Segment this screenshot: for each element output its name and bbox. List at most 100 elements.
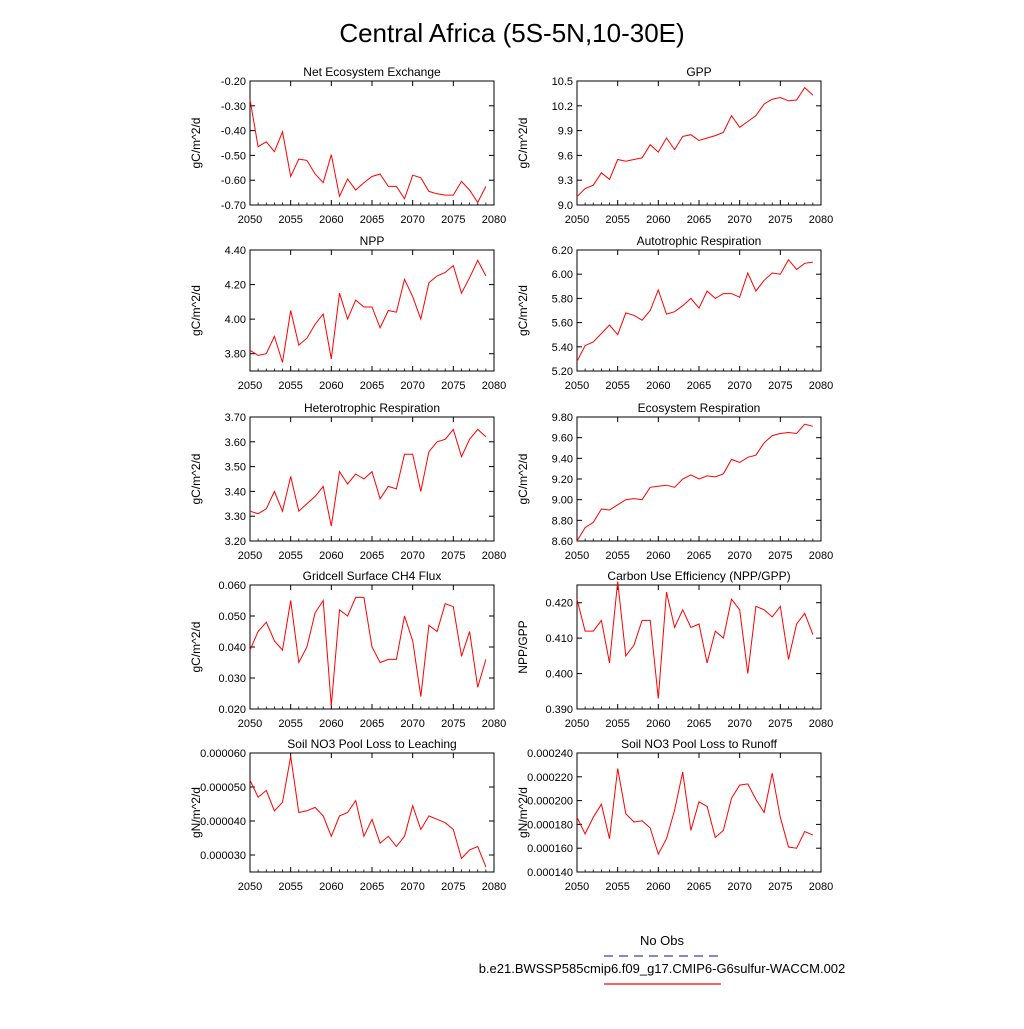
y-axis-label: gC/m^2/d bbox=[516, 454, 530, 505]
y-tick-label: 0.000220 bbox=[527, 772, 573, 784]
x-tick-label: 2050 bbox=[565, 550, 589, 562]
x-tick-label: 2050 bbox=[238, 380, 262, 392]
y-axis-label: NPP/GPP bbox=[516, 620, 530, 673]
legend: No Obs b.e21.BWSSP585cmip6.f09_g17.CMIP6… bbox=[479, 933, 846, 985]
series-line bbox=[249, 756, 487, 868]
panel-2: NPP gC/m^2/d 2050 2055 2060 2065 2070 2075 2080 3… bbox=[189, 234, 506, 392]
y-tick-label: 0.400 bbox=[545, 669, 573, 681]
y-axis-label: gC/m^2/d bbox=[189, 118, 203, 169]
panel-0: Net Ecosystem Exchange gC/m^2/d 2050 2055 20… bbox=[189, 65, 506, 226]
y-tick-label: 0.030 bbox=[218, 673, 246, 685]
legend-obs-label: No Obs bbox=[640, 933, 685, 948]
x-tick-label: 2070 bbox=[400, 214, 424, 226]
y-axis-label: gC/m^2/d bbox=[516, 285, 530, 336]
series-line bbox=[249, 99, 487, 204]
x-tick-label: 2060 bbox=[646, 718, 670, 730]
plot-frame bbox=[249, 752, 495, 873]
y-tick-label: 0.000040 bbox=[200, 816, 246, 828]
y-tick-label: 5.20 bbox=[552, 366, 573, 378]
y-tick-label: 0.000140 bbox=[527, 867, 573, 879]
y-tick-label: 4.40 bbox=[225, 245, 246, 257]
x-tick-label: 2060 bbox=[646, 550, 670, 562]
x-tick-label: 2075 bbox=[441, 214, 465, 226]
series-line bbox=[576, 581, 814, 699]
panel-title: GPP bbox=[686, 65, 711, 79]
x-tick-label: 2050 bbox=[565, 718, 589, 730]
y-axis-label: gN/m^2/d bbox=[189, 787, 203, 838]
plot-frame bbox=[249, 249, 495, 372]
panel-title: Heterotrophic Respiration bbox=[304, 401, 440, 415]
x-tick-label: 2065 bbox=[360, 214, 384, 226]
x-tick-label: 2080 bbox=[809, 718, 833, 730]
x-tick-label: 2080 bbox=[482, 550, 506, 562]
y-tick-label: 0.000240 bbox=[527, 748, 573, 760]
y-tick-label: -0.50 bbox=[221, 150, 246, 162]
y-tick-label: 9.6 bbox=[558, 150, 573, 162]
y-tick-label: 5.80 bbox=[552, 293, 573, 305]
y-tick-label: -0.70 bbox=[221, 200, 246, 212]
x-tick-label: 2060 bbox=[319, 214, 343, 226]
y-tick-label: 0.390 bbox=[545, 704, 573, 716]
y-axis-label: gN/m^2/d bbox=[516, 787, 530, 838]
x-tick-label: 2080 bbox=[482, 881, 506, 893]
x-tick-label: 2055 bbox=[605, 550, 629, 562]
x-tick-label: 2075 bbox=[441, 380, 465, 392]
x-tick-label: 2080 bbox=[482, 380, 506, 392]
x-tick-label: 2065 bbox=[687, 718, 711, 730]
x-tick-label: 2080 bbox=[482, 718, 506, 730]
plot-frame bbox=[576, 249, 822, 372]
y-tick-label: 3.50 bbox=[225, 462, 246, 474]
y-tick-label: 5.60 bbox=[552, 318, 573, 330]
x-tick-label: 2065 bbox=[360, 550, 384, 562]
series-line bbox=[249, 259, 487, 363]
series-line bbox=[576, 423, 814, 542]
y-axis-label: gC/m^2/d bbox=[189, 285, 203, 336]
y-axis-label: gC/m^2/d bbox=[189, 622, 203, 673]
y-tick-label: 10.2 bbox=[552, 101, 573, 113]
x-tick-label: 2070 bbox=[727, 380, 751, 392]
x-tick-label: 2060 bbox=[646, 380, 670, 392]
y-tick-label: 6.00 bbox=[552, 269, 573, 281]
panel-5: Ecosystem Respiration gC/m^2/d 2050 2055 206… bbox=[516, 401, 833, 562]
x-tick-label: 2055 bbox=[605, 214, 629, 226]
x-tick-label: 2065 bbox=[360, 881, 384, 893]
y-tick-label: 9.9 bbox=[558, 126, 573, 138]
x-tick-label: 2075 bbox=[441, 881, 465, 893]
x-tick-label: 2070 bbox=[400, 380, 424, 392]
y-tick-label: 0.040 bbox=[218, 642, 246, 654]
x-tick-label: 2050 bbox=[565, 380, 589, 392]
panel-8: Soil NO3 Pool Loss to Leaching gN/m^2/d 20… bbox=[189, 737, 506, 893]
y-tick-label: 9.00 bbox=[552, 495, 573, 507]
y-tick-label: 3.70 bbox=[225, 412, 246, 424]
x-tick-label: 2070 bbox=[727, 881, 751, 893]
x-tick-label: 2055 bbox=[278, 214, 302, 226]
plot-frame bbox=[249, 416, 495, 542]
panel-3: Autotrophic Respiration gC/m^2/d 2050 2055 2… bbox=[516, 234, 833, 392]
panel-title: Autotrophic Respiration bbox=[637, 234, 762, 248]
y-tick-label: 9.0 bbox=[558, 200, 573, 212]
x-tick-label: 2055 bbox=[278, 718, 302, 730]
x-tick-label: 2065 bbox=[687, 550, 711, 562]
y-tick-label: 5.40 bbox=[552, 342, 573, 354]
panel-title: Ecosystem Respiration bbox=[638, 401, 761, 415]
x-tick-label: 2050 bbox=[565, 881, 589, 893]
x-tick-label: 2050 bbox=[238, 718, 262, 730]
legend-case-label: b.e21.BWSSP585cmip6.f09_g17.CMIP6-G6sulf… bbox=[479, 961, 846, 976]
series-line bbox=[249, 596, 487, 706]
series-line bbox=[576, 86, 814, 198]
panel-title: Net Ecosystem Exchange bbox=[303, 65, 441, 79]
plot-frame bbox=[576, 584, 822, 710]
y-tick-label: 4.00 bbox=[225, 314, 246, 326]
y-tick-label: 0.420 bbox=[545, 598, 573, 610]
plot-frame bbox=[249, 80, 495, 206]
y-tick-label: 0.000160 bbox=[527, 843, 573, 855]
y-tick-label: 3.60 bbox=[225, 437, 246, 449]
panel-9: Soil NO3 Pool Loss to Runoff gN/m^2/d 2050… bbox=[516, 737, 833, 893]
x-tick-label: 2055 bbox=[605, 881, 629, 893]
y-tick-label: 0.000060 bbox=[200, 748, 246, 760]
y-tick-label: -0.60 bbox=[221, 175, 246, 187]
y-tick-label: 0.000030 bbox=[200, 850, 246, 862]
y-tick-label: 9.20 bbox=[552, 474, 573, 486]
x-tick-label: 2050 bbox=[565, 214, 589, 226]
y-tick-label: 8.80 bbox=[552, 515, 573, 527]
